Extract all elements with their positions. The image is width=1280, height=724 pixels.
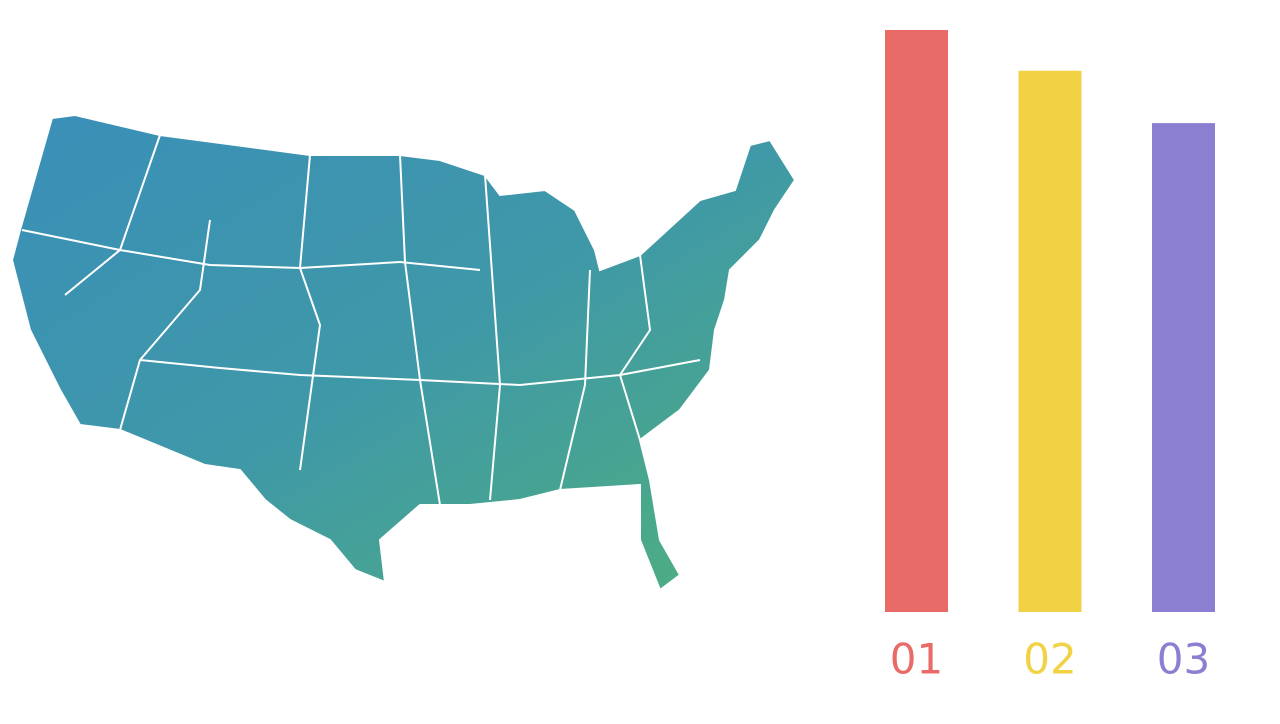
map-outline [10,113,797,592]
category-label: 01 [890,635,943,684]
bar [1018,70,1082,613]
category-label: 03 [1157,635,1210,684]
us-map [10,113,797,592]
state-borders [21,134,701,506]
bar [1152,123,1215,613]
category-label: 02 [1023,635,1076,684]
bar [885,30,948,612]
